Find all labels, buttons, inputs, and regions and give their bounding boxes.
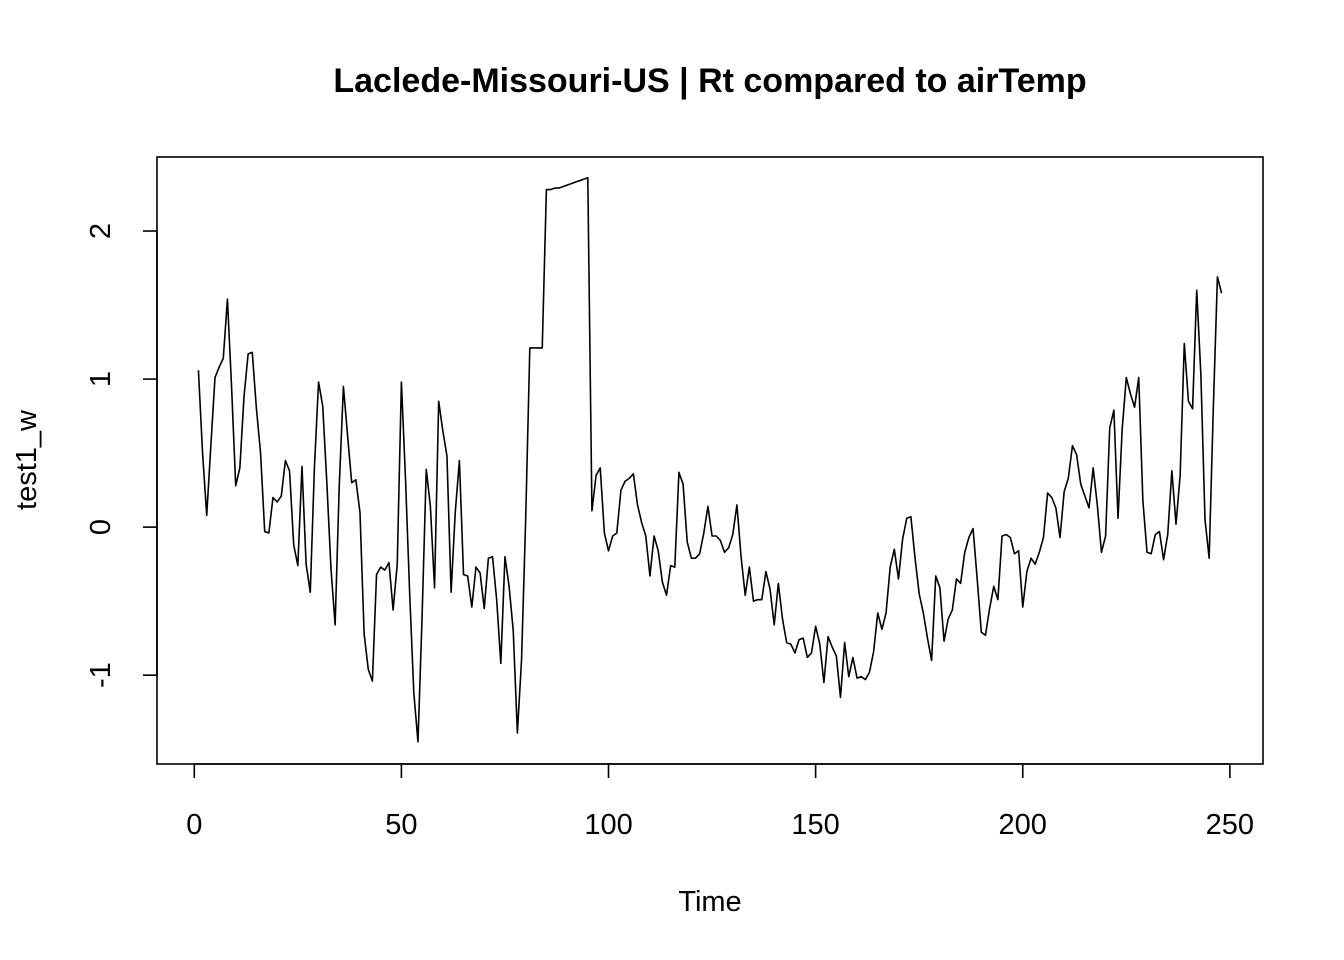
x-tick-label: 0 [186,809,202,841]
x-axis-label: Time [678,886,741,918]
y-tick-label: 2 [85,223,117,239]
y-tick-label: -1 [85,662,117,688]
y-tick-label: 1 [85,371,117,387]
x-tick-label: 250 [1206,809,1254,841]
y-tick-label: 0 [85,519,117,535]
x-tick-label: 200 [999,809,1047,841]
x-tick-label: 150 [791,809,839,841]
chart-title: Laclede-Missouri-US | Rt compared to air… [333,62,1086,100]
plot-area [156,156,1264,765]
y-axis: -1 0 1 2 [85,223,158,688]
x-tick-label: 100 [584,809,632,841]
y-axis-label: test1_w [11,409,43,510]
x-tick-label: 50 [385,809,417,841]
series-line [197,176,1223,743]
x-axis: 0 50 100 150 200 250 [186,763,1254,841]
plot-frame [156,156,1264,765]
